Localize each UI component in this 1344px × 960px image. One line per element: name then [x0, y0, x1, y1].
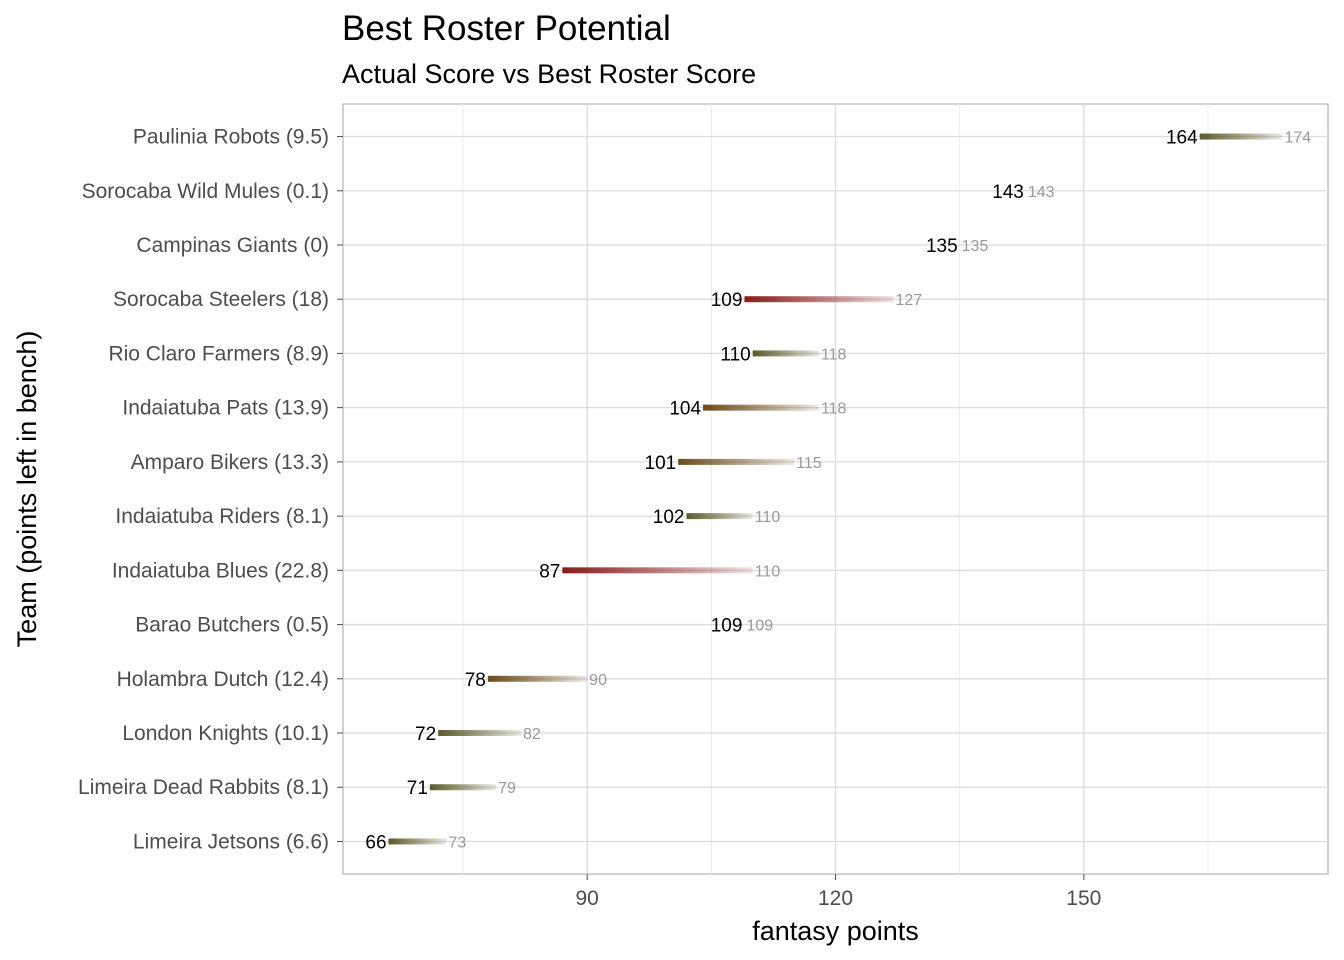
y-tick-label: Limeira Dead Rabbits (8.1): [78, 776, 329, 799]
best-score-label: 118: [821, 346, 847, 363]
grid-layer: [337, 104, 1328, 880]
y-tick-label: Indaiatuba Pats (13.9): [122, 397, 329, 420]
best-score-label: 118: [821, 401, 847, 418]
actual-score-label: 72: [415, 724, 436, 745]
best-score-label: 82: [523, 726, 541, 743]
actual-score-label: 109: [711, 616, 743, 637]
y-tick-label: Holambra Dutch (12.4): [117, 668, 329, 691]
range-segment: [438, 730, 521, 737]
y-tick-label: Sorocaba Wild Mules (0.1): [82, 180, 329, 203]
y-axis-labels: Paulinia Robots (9.5) Sorocaba Wild Mules…: [78, 126, 329, 854]
actual-score-label: 78: [465, 670, 486, 691]
best-score-label: 115: [796, 455, 822, 472]
actual-score-label: 101: [645, 453, 677, 474]
best-score-label: 110: [755, 509, 781, 526]
actual-score-label: 71: [407, 778, 428, 799]
best-score-label: 143: [1028, 184, 1055, 201]
marks-layer: 164 174 143 143 135 135 109 127 110 118 104 118 101 1…: [365, 128, 1311, 854]
y-axis-title: Team (points left in bench): [12, 331, 42, 648]
y-tick-label: Amparo Bikers (13.3): [131, 451, 329, 474]
actual-score-label: 135: [926, 236, 958, 257]
actual-score-label: 102: [653, 507, 685, 528]
best-score-label: 109: [746, 618, 773, 635]
y-tick-label: Rio Claro Farmers (8.9): [108, 342, 329, 365]
x-tick-label: 90: [576, 887, 599, 910]
y-tick-label: London Knights (10.1): [122, 722, 329, 745]
actual-score-label: 143: [992, 182, 1024, 203]
range-segment: [487, 675, 588, 682]
best-score-label: 135: [962, 238, 989, 255]
best-score-label: 127: [895, 292, 922, 309]
actual-score-label: 164: [1166, 128, 1198, 149]
x-axis-labels: 90 120 150: [576, 887, 1102, 910]
range-segment: [562, 567, 753, 574]
range-segment: [678, 458, 795, 465]
range-segment: [1199, 133, 1283, 140]
y-tick-label: Paulinia Robots (9.5): [133, 126, 329, 149]
chart-title: Best Roster Potential: [342, 9, 671, 48]
best-score-label: 174: [1284, 130, 1311, 147]
actual-score-label: 66: [365, 832, 386, 853]
best-score-label: 79: [498, 780, 516, 797]
y-tick-label: Indaiatuba Blues (22.8): [112, 559, 329, 582]
x-axis-title: fantasy points: [752, 916, 919, 946]
x-tick-label: 150: [1066, 887, 1101, 910]
range-segment: [744, 296, 894, 303]
x-tick-label: 120: [818, 887, 853, 910]
actual-score-label: 109: [711, 290, 743, 311]
y-tick-label: Indaiatuba Riders (8.1): [115, 505, 329, 528]
actual-score-label: 104: [669, 399, 701, 420]
chart-subtitle: Actual Score vs Best Roster Score: [342, 59, 756, 89]
y-tick-label: Sorocaba Steelers (18): [113, 288, 329, 311]
range-segment: [388, 838, 447, 845]
actual-score-label: 110: [720, 344, 750, 365]
actual-score-label: 87: [539, 561, 560, 582]
range-segment: [703, 404, 819, 411]
y-tick-label: Barao Butchers (0.5): [135, 614, 329, 637]
y-tick-label: Campinas Giants (0): [136, 234, 329, 257]
best-score-label: 110: [755, 563, 781, 580]
y-tick-label: Limeira Jetsons (6.6): [133, 830, 329, 853]
best-score-label: 90: [589, 672, 607, 689]
range-segment: [752, 350, 819, 357]
range-segment: [429, 784, 497, 791]
range-segment: [686, 513, 753, 520]
best-score-label: 73: [448, 834, 466, 851]
